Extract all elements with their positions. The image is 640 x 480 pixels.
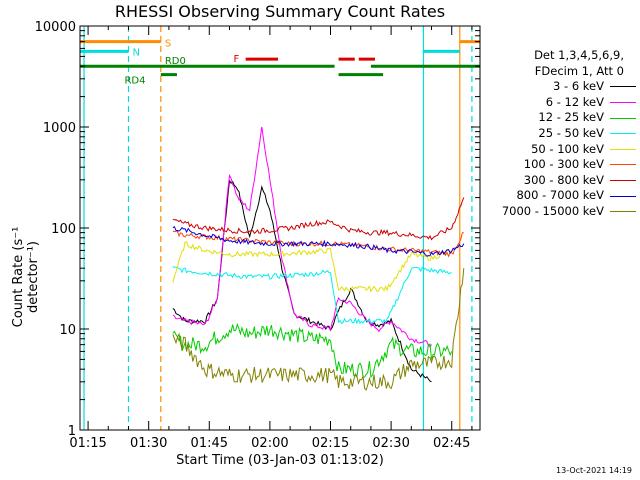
legend-entry-label: 50 - 100 keV xyxy=(531,141,604,156)
x-tick-label-3: 02:00 xyxy=(251,436,288,451)
series-line-6 xyxy=(172,197,465,241)
legend-entry: 3 - 6 keV xyxy=(478,79,636,95)
legend-entry-label: 12 - 25 keV xyxy=(538,110,604,125)
x-tick-label-1: 01:30 xyxy=(130,436,167,451)
legend-entry-label: 25 - 50 keV xyxy=(538,125,604,140)
legend-swatch xyxy=(610,164,636,166)
legend-swatch xyxy=(610,195,636,197)
flag-label-n: N xyxy=(133,47,140,58)
y-tick-label-0: 1 xyxy=(68,424,76,439)
legend-swatch xyxy=(610,180,636,182)
y-tick-label-1: 10 xyxy=(59,323,76,338)
legend-entry-label: 3 - 6 keV xyxy=(553,79,604,94)
x-tick-label-5: 02:30 xyxy=(372,436,409,451)
legend-swatch xyxy=(610,133,636,135)
chart-title: RHESSI Observing Summary Count Rates xyxy=(114,2,446,21)
legend-entry: 7000 - 15000 keV xyxy=(478,204,636,220)
legend-entry-label: 800 - 7000 keV xyxy=(516,188,604,203)
series-line-0 xyxy=(172,179,432,383)
series-line-1 xyxy=(172,126,432,348)
y-tick-label-3: 1000 xyxy=(43,121,76,136)
x-tick-label-0: 01:15 xyxy=(69,436,106,451)
legend-entry: 100 - 300 keV xyxy=(478,157,636,173)
legend-entry: 12 - 25 keV xyxy=(478,110,636,126)
legend-entry-label: 7000 - 15000 keV xyxy=(501,203,604,218)
legend-entry: 25 - 50 keV xyxy=(478,126,636,142)
legend-entry-label: 6 - 12 keV xyxy=(545,94,604,109)
series-line-2 xyxy=(172,322,453,379)
legend-entry: 6 - 12 keV xyxy=(478,95,636,111)
legend-swatch xyxy=(610,102,636,104)
legend-entry: 300 - 800 keV xyxy=(478,173,636,189)
flag-label-s: S xyxy=(165,39,171,50)
series-line-3 xyxy=(172,266,452,325)
legend-swatch xyxy=(610,211,636,213)
timestamp: 13-Oct-2021 14:19 xyxy=(556,466,632,475)
flag-label-f: F xyxy=(234,54,240,65)
x-tick-label-4: 02:15 xyxy=(312,436,349,451)
x-axis-label: Start Time (03-Jan-03 01:13:02) xyxy=(176,453,384,468)
y-tick-label-4: 10000 xyxy=(35,20,76,35)
legend-title-line-2: FDecim 1, Att 0 xyxy=(534,63,624,78)
y-tick-label-2: 100 xyxy=(51,222,76,237)
legend-entry: 800 - 7000 keV xyxy=(478,188,636,204)
legend-entry-label: 100 - 300 keV xyxy=(523,157,604,172)
flag-label-rd4: RD4 xyxy=(124,76,145,87)
legend-swatch xyxy=(610,117,636,119)
y-axis-label: Count Rate (s⁻¹ detector⁻¹) xyxy=(11,226,41,328)
legend-title-line-1: Det 1,3,4,5,6,9, xyxy=(534,48,624,62)
legend-swatch xyxy=(610,148,636,150)
series-line-4 xyxy=(172,241,453,293)
legend-entry-label: 300 - 800 keV xyxy=(523,172,604,187)
x-tick-label-2: 01:45 xyxy=(191,436,228,451)
flag-label-rd0: RD0 xyxy=(165,56,186,67)
legend: Det 1,3,4,5,6,9, FDecim 1, Att 0 3 - 6 k… xyxy=(478,48,636,220)
legend-swatch xyxy=(610,86,636,88)
x-tick-label-6: 02:45 xyxy=(433,436,470,451)
legend-entries: 3 - 6 keV 6 - 12 keV 12 - 25 keV 25 - 50 ke… xyxy=(478,79,636,219)
series-line-7 xyxy=(172,225,465,257)
legend-entry: 50 - 100 keV xyxy=(478,142,636,158)
series-line-8 xyxy=(172,268,465,391)
